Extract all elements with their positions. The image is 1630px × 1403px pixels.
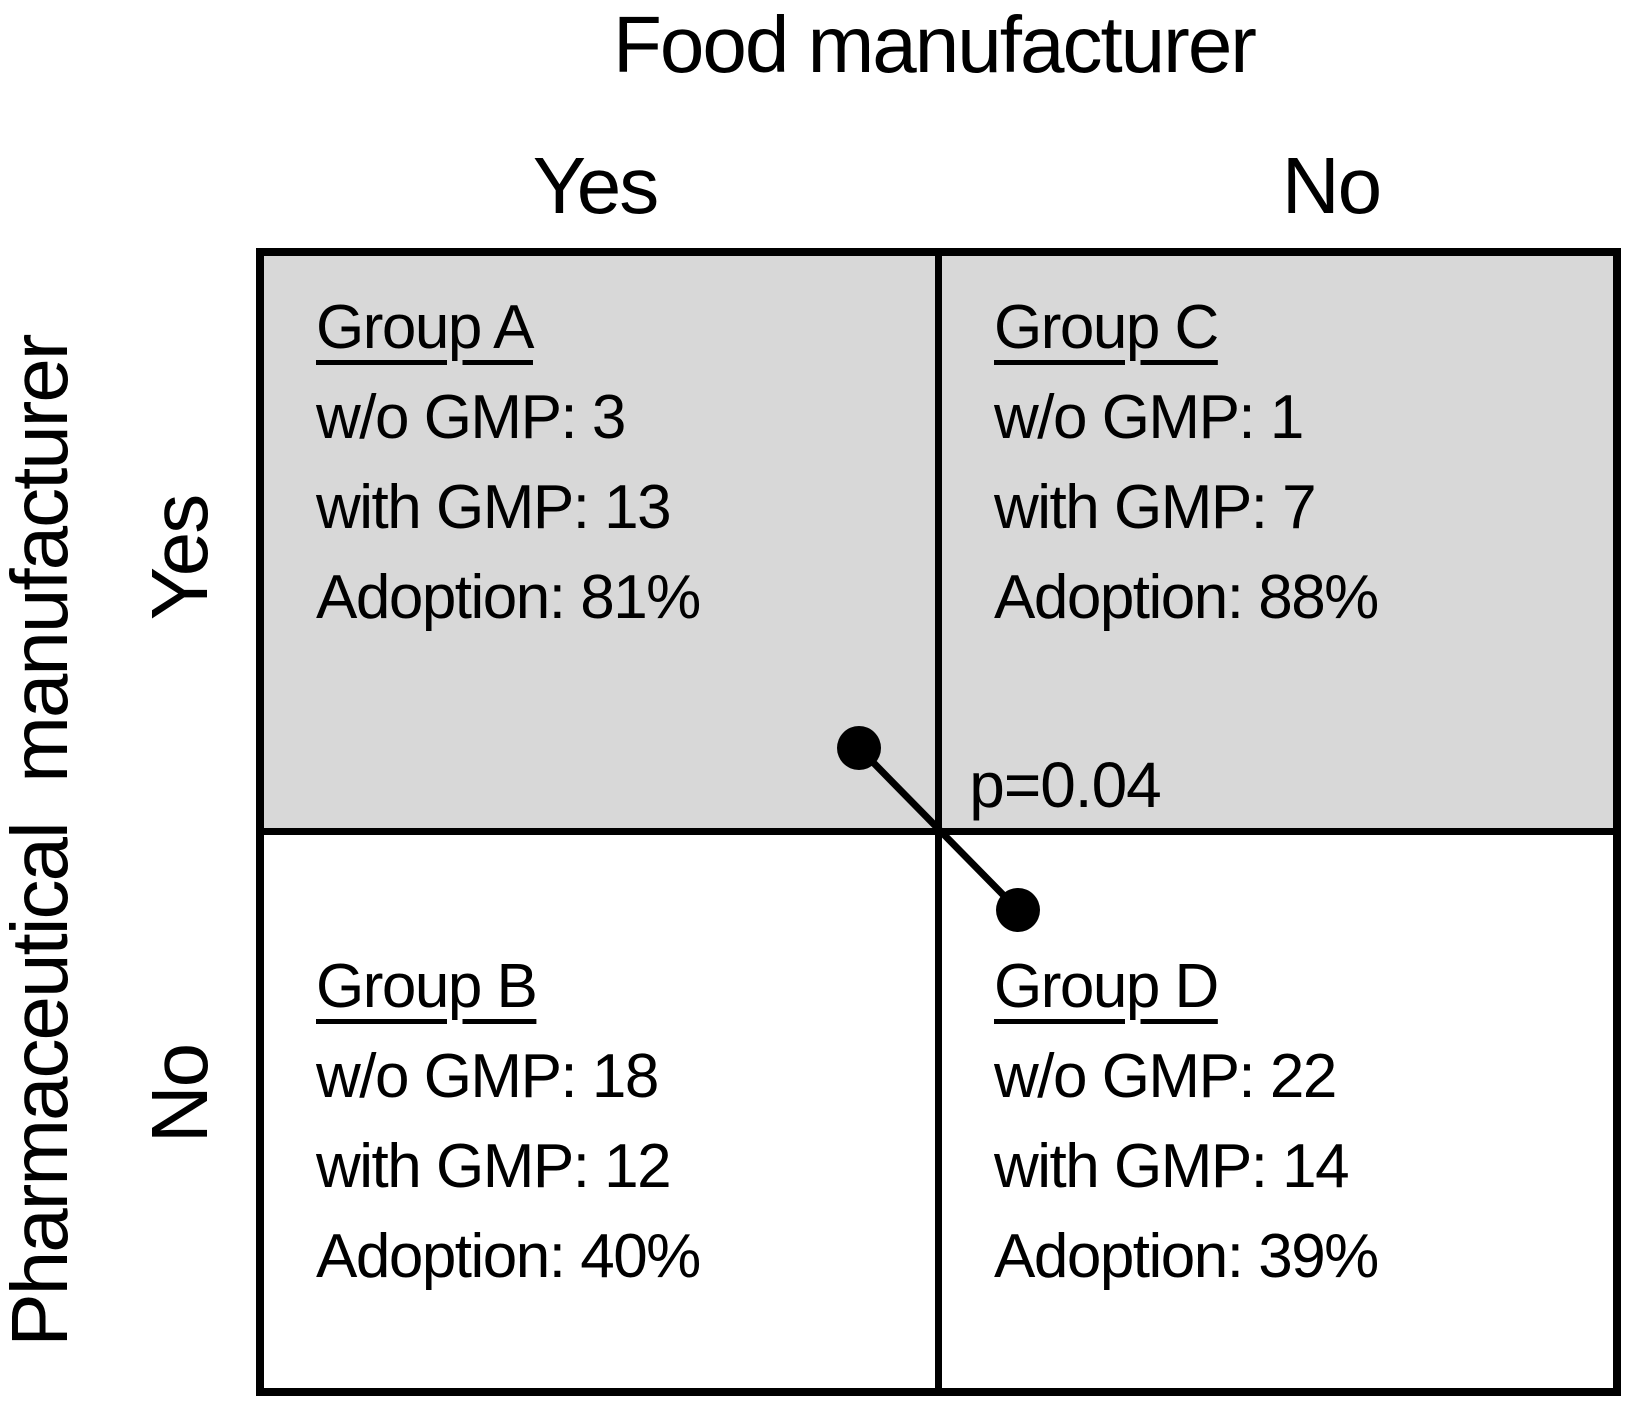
quadrant-group-a: Group A w/o GMP: 3 with GMP: 13 Adoption… — [264, 256, 935, 828]
left-axis-yes-label: Yes — [135, 495, 224, 621]
group-d-title: Group D — [994, 952, 1219, 1021]
left-axis-no-label: No — [135, 1044, 224, 1144]
top-axis-title: Food manufacturer — [613, 0, 1257, 89]
group-d-adoption: Adoption: 39% — [994, 1222, 1379, 1291]
group-c-with-gmp: with GMP: 7 — [994, 473, 1317, 542]
top-axis-yes-label: Yes — [532, 141, 660, 230]
left-axis-title: Pharmaceutical manufacturer — [0, 335, 84, 1347]
group-a-adoption: Adoption: 81% — [316, 563, 701, 632]
group-a-title: Group A — [316, 293, 534, 362]
group-d-wo-gmp: w/o GMP: 22 — [994, 1042, 1337, 1111]
group-d-with-gmp: with GMP: 14 — [994, 1132, 1350, 1201]
group-b-with-gmp: with GMP: 12 — [316, 1132, 672, 1201]
group-c-adoption: Adoption: 88% — [994, 563, 1379, 632]
quadrant-group-d: Group D w/o GMP: 22 with GMP: 14 Adoptio… — [942, 835, 1613, 1388]
group-b-adoption: Adoption: 40% — [316, 1222, 701, 1291]
group-c-title: Group C — [994, 293, 1219, 362]
group-c-wo-gmp: w/o GMP: 1 — [994, 383, 1304, 452]
quadrant-grid: Group A w/o GMP: 3 with GMP: 13 Adoption… — [256, 248, 1621, 1396]
group-a-wo-gmp: w/o GMP: 3 — [316, 383, 626, 452]
top-axis-no-label: No — [1281, 141, 1382, 230]
quadrant-group-c: Group C w/o GMP: 1 with GMP: 7 Adoption:… — [942, 256, 1613, 828]
group-b-title: Group B — [316, 952, 538, 1021]
group-a-with-gmp: with GMP: 13 — [316, 473, 672, 542]
p-value-label: p=0.04 — [969, 749, 1162, 821]
group-b-wo-gmp: w/o GMP: 18 — [316, 1042, 659, 1111]
quadrant-group-b: Group B w/o GMP: 18 with GMP: 12 Adoptio… — [264, 835, 935, 1388]
